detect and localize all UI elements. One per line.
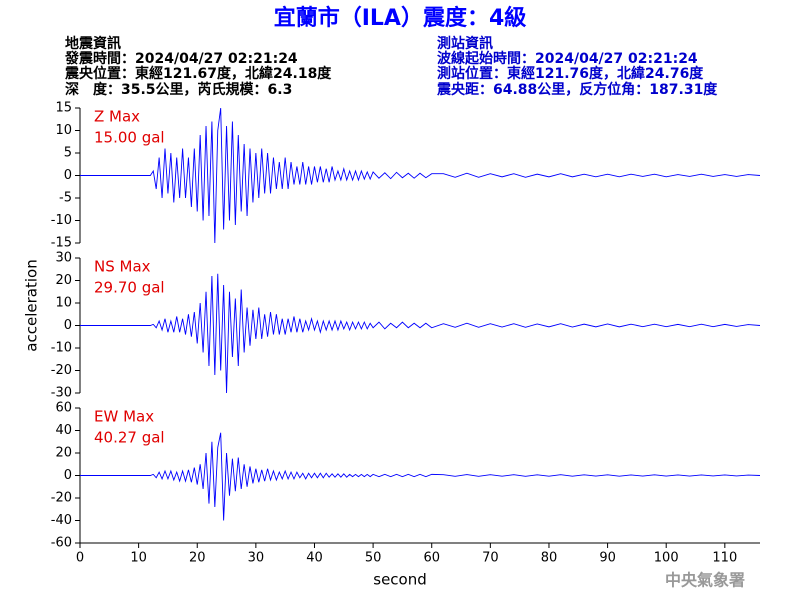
x-tick-label: 60 [423,551,440,566]
annotation: Z Max [94,108,140,126]
y-tick-label: 40 [55,423,72,438]
y-tick-label: 5 [64,146,72,161]
x-tick-label: 110 [712,551,737,566]
x-tick-label: 70 [482,551,499,566]
x-axis-label: second [373,571,427,589]
info-line: 深 度：35.5公里，芮氏規模：6.3 [65,81,292,98]
info-left: 地震資訊 發震時間：2024/04/27 02:21:24 震央位置：東經121… [64,35,332,98]
y-tick-label: -60 [51,536,72,551]
y-tick-label: -10 [51,341,72,356]
y-tick-label: -5 [59,191,72,206]
x-tick-label: 10 [130,551,147,566]
annotation: 29.70 gal [94,279,165,297]
y-tick-label: -30 [51,386,72,401]
waveform [80,432,761,521]
y-tick-label: -20 [51,363,72,378]
y-tick-label: -40 [51,513,72,528]
info-line: 測站資訊 [437,35,493,52]
x-tick-label: 80 [541,551,558,566]
x-tick-label: 40 [306,551,323,566]
x-tick-label: 20 [189,551,206,566]
title: 宜蘭市（ILA）震度：4級 [274,5,527,31]
annotation: EW Max [94,408,154,426]
footer: 中央氣象署 [665,571,745,590]
info-line: 震央距：64.88公里，反方位角：187.31度 [436,81,718,98]
x-tick-label: 0 [76,551,84,566]
annotation: NS Max [94,258,151,276]
y-tick-label: 0 [64,468,72,483]
info-line: 波線起始時間：2024/04/27 02:21:24 [437,50,698,67]
annotation: 40.27 gal [94,429,165,447]
info-line: 地震資訊 [65,35,121,52]
y-tick-label: 20 [55,273,72,288]
x-tick-label: 90 [599,551,616,566]
y-tick-label: -15 [51,236,72,251]
y-tick-label: 20 [55,446,72,461]
y-tick-label: 60 [55,401,72,416]
info-line: 測站位置：東經121.76度，北緯24.76度 [437,65,704,82]
y-axis-label: acceleration [23,259,41,351]
waveform [80,107,761,244]
y-tick-label: -10 [51,213,72,228]
y-tick-label: 15 [55,101,72,116]
info-right: 測站資訊 波線起始時間：2024/04/27 02:21:24 測站位置：東經1… [436,35,718,98]
x-tick-label: 50 [365,551,382,566]
waveform [80,273,761,394]
y-tick-label: 30 [55,251,72,266]
info-line: 發震時間：2024/04/27 02:21:24 [64,50,298,67]
annotation: 15.00 gal [94,129,165,147]
y-tick-label: 10 [55,123,72,138]
y-tick-label: 10 [55,296,72,311]
y-tick-label: 0 [64,168,72,183]
info-line: 震央位置：東經121.67度，北緯24.18度 [64,65,332,82]
y-tick-label: -20 [51,491,72,506]
x-tick-label: 30 [248,551,265,566]
x-tick-label: 100 [654,551,679,566]
y-tick-label: 0 [64,318,72,333]
